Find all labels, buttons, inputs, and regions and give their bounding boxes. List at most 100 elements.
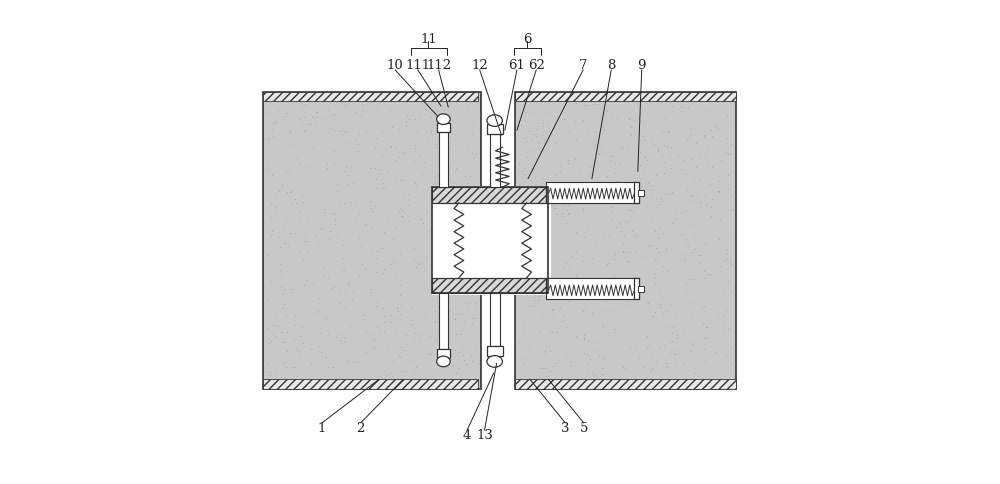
- Point: [399, 113, 415, 121]
- Point: [464, 273, 480, 281]
- Point: [675, 96, 691, 104]
- Point: [389, 316, 405, 323]
- Point: [392, 310, 408, 318]
- Point: [615, 247, 631, 255]
- Point: [568, 229, 584, 237]
- Point: [562, 180, 578, 187]
- Point: [599, 260, 615, 268]
- Point: [720, 185, 736, 193]
- Point: [607, 252, 623, 260]
- Point: [414, 170, 430, 178]
- Point: [632, 176, 648, 183]
- Point: [725, 207, 741, 214]
- Point: [662, 301, 678, 308]
- Point: [416, 266, 432, 274]
- Point: [569, 197, 585, 205]
- Point: [551, 192, 567, 199]
- Point: [527, 223, 543, 231]
- Point: [379, 218, 395, 226]
- Point: [593, 143, 609, 151]
- Point: [283, 200, 299, 208]
- Point: [457, 212, 473, 219]
- Point: [524, 167, 540, 175]
- Point: [265, 321, 281, 329]
- Point: [598, 297, 614, 305]
- Point: [576, 334, 592, 342]
- Point: [333, 314, 349, 321]
- Point: [560, 298, 576, 305]
- Point: [720, 151, 736, 159]
- Point: [685, 339, 701, 347]
- Point: [659, 359, 675, 367]
- Point: [342, 198, 358, 206]
- Point: [429, 252, 445, 260]
- Point: [682, 132, 698, 140]
- Point: [525, 109, 541, 117]
- Polygon shape: [459, 92, 480, 389]
- Point: [603, 216, 619, 224]
- Point: [595, 371, 611, 378]
- Point: [464, 319, 480, 327]
- Point: [560, 375, 576, 383]
- Point: [654, 294, 670, 302]
- Point: [612, 220, 628, 227]
- Point: [683, 156, 699, 164]
- Point: [683, 125, 699, 133]
- Point: [517, 118, 533, 126]
- Point: [664, 103, 680, 111]
- Point: [640, 242, 656, 250]
- Point: [619, 219, 635, 227]
- Point: [703, 203, 719, 211]
- Point: [650, 148, 666, 156]
- Point: [383, 144, 399, 152]
- Point: [427, 307, 443, 315]
- Point: [587, 141, 603, 149]
- Point: [684, 249, 700, 257]
- Point: [654, 151, 670, 159]
- Point: [269, 274, 285, 282]
- Point: [519, 153, 535, 161]
- Point: [685, 197, 701, 205]
- Point: [285, 210, 301, 218]
- Point: [332, 290, 348, 298]
- Point: [313, 348, 329, 356]
- Point: [708, 124, 724, 132]
- Point: [364, 337, 380, 345]
- Text: 7: 7: [579, 60, 587, 72]
- Point: [274, 182, 290, 190]
- Point: [388, 329, 404, 337]
- Point: [332, 336, 348, 344]
- Point: [394, 207, 410, 214]
- Point: [371, 375, 387, 383]
- Point: [458, 361, 474, 368]
- Point: [622, 213, 638, 221]
- Point: [283, 377, 299, 385]
- Bar: [432, 278, 546, 294]
- Point: [636, 364, 652, 372]
- Point: [655, 310, 671, 318]
- Point: [320, 106, 336, 114]
- Point: [556, 317, 572, 324]
- Point: [562, 296, 578, 303]
- Point: [282, 229, 298, 237]
- Point: [427, 318, 443, 326]
- Point: [282, 130, 298, 138]
- Point: [651, 249, 667, 257]
- Point: [607, 377, 623, 384]
- Point: [559, 294, 575, 302]
- Point: [585, 193, 601, 200]
- Point: [632, 149, 648, 157]
- Point: [525, 230, 541, 238]
- Point: [571, 197, 587, 205]
- Point: [327, 217, 343, 225]
- Point: [548, 211, 564, 219]
- Point: [698, 324, 714, 332]
- Point: [584, 309, 600, 317]
- Point: [286, 285, 302, 293]
- Point: [605, 349, 621, 357]
- Point: [329, 230, 345, 238]
- Point: [645, 313, 661, 320]
- Point: [354, 107, 370, 115]
- Point: [276, 358, 292, 366]
- Point: [362, 281, 378, 288]
